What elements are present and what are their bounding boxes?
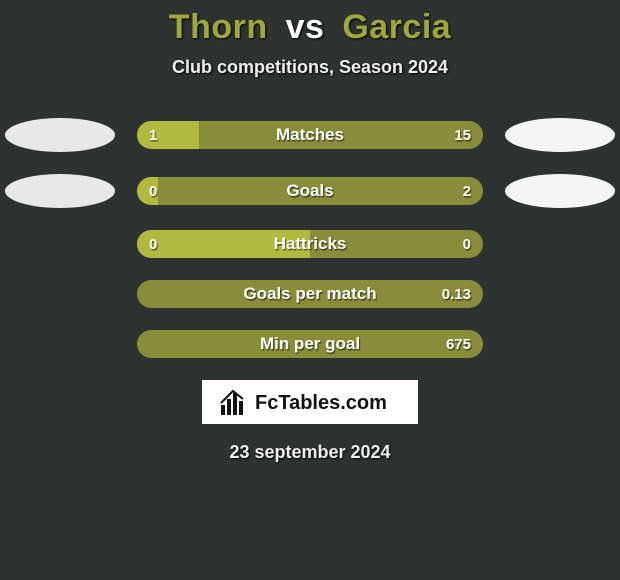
logo-box: FcTables.com xyxy=(202,380,418,424)
player2-badge xyxy=(505,118,615,152)
vs-label: vs xyxy=(286,8,325,46)
comparison-chart: 115Matches 02Goals 00Hattricks 0.13Goals pe… xyxy=(0,118,620,358)
stat-row: 00Hattricks xyxy=(0,230,620,258)
stat-bar: 675Min per goal xyxy=(137,330,483,358)
stat-label: Goals per match xyxy=(137,280,483,308)
logo-text: FcTables.com xyxy=(255,392,387,414)
subtitle: Club competitions, Season 2024 xyxy=(0,57,620,78)
stat-bar: 02Goals xyxy=(137,177,483,205)
page-title: Thorn vs Garcia xyxy=(0,0,620,47)
stat-bar: 115Matches xyxy=(137,121,483,149)
stat-row: 0.13Goals per match xyxy=(0,280,620,308)
player1-name: Thorn xyxy=(169,8,268,46)
player1-badge xyxy=(5,174,115,208)
stat-row: 675Min per goal xyxy=(0,330,620,358)
stat-row: 02Goals xyxy=(0,174,620,208)
stat-label: Min per goal xyxy=(137,330,483,358)
player2-badge xyxy=(505,174,615,208)
date-line: 23 september 2024 xyxy=(0,442,620,463)
stat-bar: 0.13Goals per match xyxy=(137,280,483,308)
stat-row: 115Matches xyxy=(0,118,620,152)
fctables-logo: FcTables.com xyxy=(215,385,405,419)
stat-label: Hattricks xyxy=(137,230,483,258)
player2-name: Garcia xyxy=(342,8,451,46)
stat-label: Goals xyxy=(137,177,483,205)
stat-bar: 00Hattricks xyxy=(137,230,483,258)
stat-label: Matches xyxy=(137,121,483,149)
player1-badge xyxy=(5,118,115,152)
